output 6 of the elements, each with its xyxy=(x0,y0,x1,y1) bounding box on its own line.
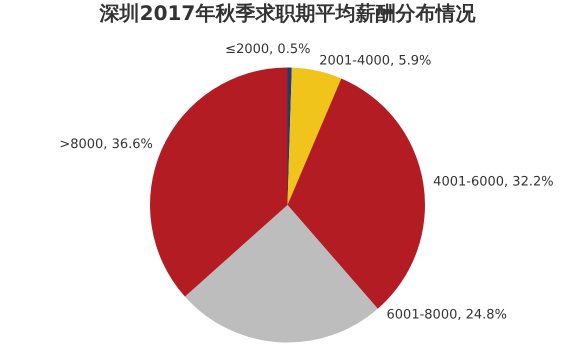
chart-title: 深圳2017年秋季求职期平均薪酬分布情况 xyxy=(98,0,476,27)
slice-label: 6001-8000, 24.8% xyxy=(386,307,507,322)
slice-label: 2001-4000, 5.9% xyxy=(319,53,432,68)
slice-label: >8000, 36.6% xyxy=(59,137,153,152)
slice-label: 4001-6000, 32.2% xyxy=(433,174,554,190)
slice-label: ≤2000, 0.5% xyxy=(225,42,310,57)
